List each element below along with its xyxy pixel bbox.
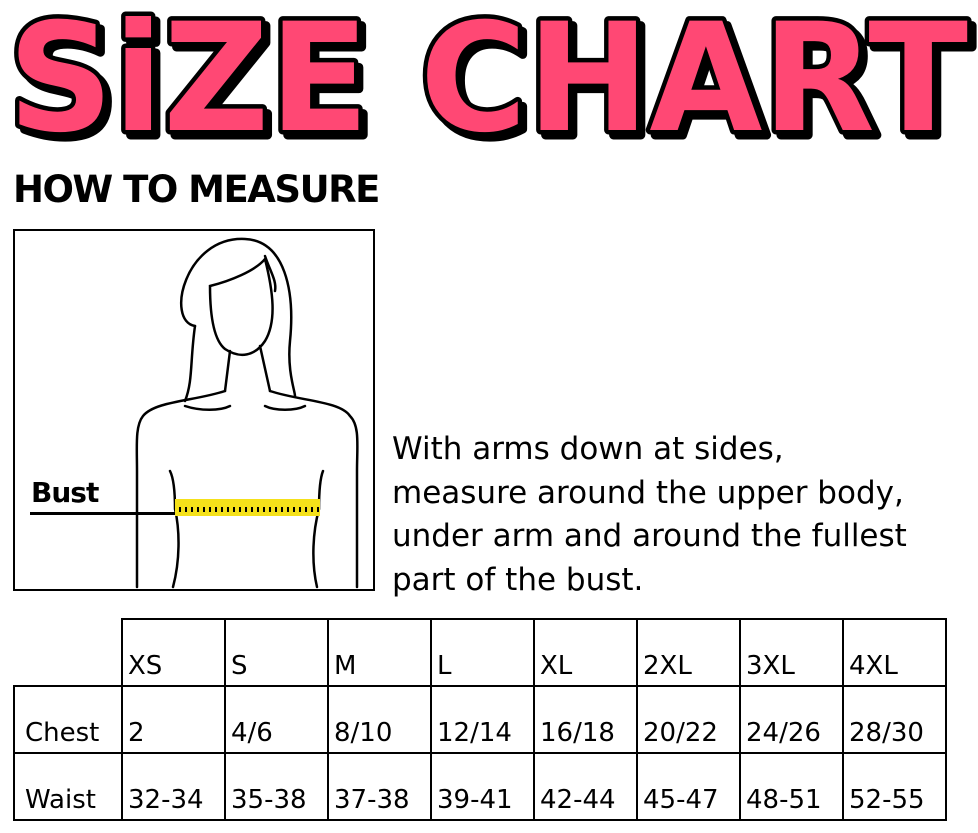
table-cell: 48-51 bbox=[739, 752, 844, 821]
measurement-figure: Bust bbox=[13, 229, 375, 591]
row-label: Chest bbox=[13, 685, 123, 754]
table-cell: 2 bbox=[121, 685, 226, 754]
table-cell: 24/26 bbox=[739, 685, 844, 754]
measuring-instructions: With arms down at sides, measure around … bbox=[392, 428, 978, 602]
table-cell: 45-47 bbox=[636, 752, 741, 821]
bust-pointer-line bbox=[30, 512, 175, 515]
table-row-waist: Waist 32-34 35-38 37-38 39-41 42-44 45-4… bbox=[13, 752, 947, 821]
table-cell: 12/14 bbox=[430, 685, 535, 754]
table-cell: 8/10 bbox=[327, 685, 432, 754]
size-header: M bbox=[327, 618, 432, 687]
size-chart-title: SiZE CHART bbox=[4, 0, 973, 150]
table-cell: 37-38 bbox=[327, 752, 432, 821]
row-label: Waist bbox=[13, 752, 123, 821]
size-header: S bbox=[224, 618, 329, 687]
table-cell: 52-55 bbox=[842, 752, 947, 821]
size-header: XL bbox=[533, 618, 638, 687]
instruction-line: part of the bust. bbox=[392, 561, 644, 598]
table-cell: 35-38 bbox=[224, 752, 329, 821]
size-header: 2XL bbox=[636, 618, 741, 687]
instruction-line: With arms down at sides, bbox=[392, 431, 784, 467]
size-table: XS S M L XL 2XL 3XL 4XL Chest 2 4/6 8/10… bbox=[13, 618, 947, 821]
instruction-line: measure around the upper body, bbox=[392, 474, 904, 511]
title-text: SiZE CHART bbox=[8, 0, 968, 150]
size-header-row: XS S M L XL 2XL 3XL 4XL bbox=[14, 618, 947, 687]
table-cell: 32-34 bbox=[121, 752, 226, 821]
table-cell: 16/18 bbox=[533, 685, 638, 754]
woman-outline-drawing bbox=[135, 237, 359, 589]
table-cell: 28/30 bbox=[842, 685, 947, 754]
tape-measure bbox=[175, 499, 320, 516]
size-header: XS bbox=[121, 618, 226, 687]
table-cell: 20/22 bbox=[636, 685, 741, 754]
bust-label: Bust bbox=[31, 476, 99, 509]
size-header: L bbox=[430, 618, 535, 687]
table-cell: 42-44 bbox=[533, 752, 638, 821]
size-header: 3XL bbox=[739, 618, 844, 687]
table-cell: 39-41 bbox=[430, 752, 535, 821]
size-header: 4XL bbox=[842, 618, 947, 687]
instruction-line: under arm and around the fullest bbox=[392, 518, 907, 554]
table-cell: 4/6 bbox=[224, 685, 329, 754]
empty-corner-cell bbox=[14, 619, 123, 687]
table-row-chest: Chest 2 4/6 8/10 12/14 16/18 20/22 24/26… bbox=[13, 685, 947, 754]
how-to-measure-heading: HOW TO MEASURE bbox=[13, 168, 380, 211]
